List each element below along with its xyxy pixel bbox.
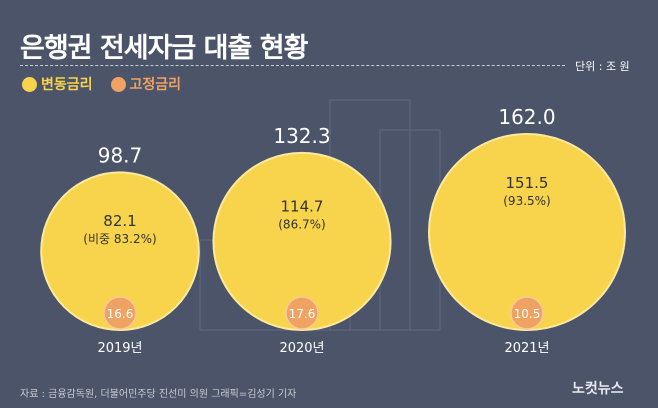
orange-dot-icon bbox=[110, 76, 126, 92]
total-label: 132.3 bbox=[273, 124, 330, 148]
legend-label: 고정금리 bbox=[129, 77, 182, 93]
legend-fixed: 고정금리 bbox=[110, 74, 182, 94]
fixed-value-label: 16.6 bbox=[107, 307, 134, 321]
variable-rate-bubble bbox=[428, 133, 626, 331]
legend-label: 변동금리 bbox=[41, 77, 93, 93]
total-label: 98.7 bbox=[98, 143, 143, 167]
unit-label: 단위 : 조 원 bbox=[575, 60, 630, 73]
variable-value-label: 114.7 bbox=[281, 198, 324, 216]
variable-share-label: (93.5%) bbox=[503, 194, 550, 208]
variable-rate-bubble bbox=[212, 151, 392, 331]
legend: 변동금리 고정금리 bbox=[22, 74, 181, 94]
fixed-rate-bubble bbox=[103, 296, 137, 330]
year-label: 2021년 bbox=[504, 341, 549, 356]
variable-value-label: 151.5 bbox=[506, 174, 549, 192]
year-label: 2020년 bbox=[279, 341, 324, 356]
fixed-rate-bubble bbox=[510, 296, 544, 330]
total-label: 162.0 bbox=[498, 105, 555, 129]
source-note: 자료 : 금융감독원, 더불어민주당 진선미 의원 그래픽=김성기 기자 bbox=[20, 389, 297, 400]
yellow-dot-icon bbox=[22, 76, 37, 92]
fixed-rate-bubble bbox=[285, 296, 319, 330]
variable-value-label: 82.1 bbox=[103, 212, 136, 230]
year-label: 2019년 bbox=[97, 341, 142, 356]
legend-variable: 변동금리 bbox=[22, 74, 93, 94]
variable-rate-bubble bbox=[40, 171, 200, 332]
page-title: 은행권 전세자금 대출 현황 bbox=[20, 33, 308, 64]
fixed-value-label: 10.5 bbox=[514, 307, 541, 321]
fixed-value-label: 17.6 bbox=[289, 307, 316, 321]
logo: 노컷뉴스 bbox=[572, 381, 624, 397]
divider bbox=[20, 65, 565, 66]
variable-share-label: (비중 83.2%) bbox=[83, 232, 156, 246]
variable-share-label: (86.7%) bbox=[278, 218, 325, 232]
